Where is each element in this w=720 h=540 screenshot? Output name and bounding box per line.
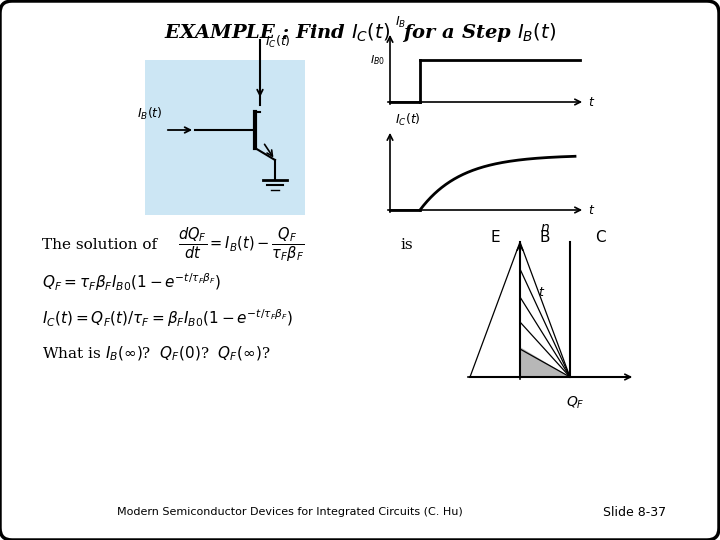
Polygon shape [520, 347, 570, 377]
Text: B: B [540, 230, 550, 245]
Text: What is $I_B(\infty)$?  $Q_F(0)$?  $Q_F(\infty)$?: What is $I_B(\infty)$? $Q_F(0)$? $Q_F(\i… [42, 345, 271, 363]
Text: $I_{B0}$: $I_{B0}$ [370, 53, 385, 67]
Text: is: is [400, 238, 413, 252]
Text: $I_B(t)$: $I_B(t)$ [138, 106, 163, 122]
Text: $t$: $t$ [588, 96, 595, 109]
Text: The solution of: The solution of [42, 238, 157, 252]
Text: $t$: $t$ [538, 286, 545, 299]
Text: $Q_F$: $Q_F$ [566, 395, 585, 411]
Text: EXAMPLE : Find $I_C(t)$  for a Step $I_B(t)$: EXAMPLE : Find $I_C(t)$ for a Step $I_B(… [164, 21, 556, 44]
Text: $I_C(t)$: $I_C(t)$ [265, 34, 291, 50]
Text: C: C [595, 230, 606, 245]
Text: $I_C(t)$: $I_C(t)$ [395, 112, 420, 128]
Text: $\dfrac{dQ_F}{dt} = I_B(t) - \dfrac{Q_F}{\tau_F\beta_F}$: $\dfrac{dQ_F}{dt} = I_B(t) - \dfrac{Q_F}… [178, 226, 305, 264]
Text: Modern Semiconductor Devices for Integrated Circuits (C. Hu): Modern Semiconductor Devices for Integra… [117, 507, 463, 517]
FancyBboxPatch shape [145, 60, 305, 215]
Text: $Q_F = \tau_F\beta_F I_{B0}(1 - e^{-t/\tau_F\beta_F})$: $Q_F = \tau_F\beta_F I_{B0}(1 - e^{-t/\t… [42, 271, 221, 293]
Text: $I_B$: $I_B$ [395, 15, 406, 30]
Text: Slide 8-37: Slide 8-37 [603, 505, 667, 518]
Text: E: E [490, 230, 500, 245]
Text: $n$: $n$ [540, 221, 550, 235]
Text: $t$: $t$ [588, 204, 595, 217]
Text: $I_C(t) = Q_F(t)/\tau_F = \beta_F I_{B0}(1 - e^{-t/\tau_F\beta_F})$: $I_C(t) = Q_F(t)/\tau_F = \beta_F I_{B0}… [42, 307, 293, 329]
